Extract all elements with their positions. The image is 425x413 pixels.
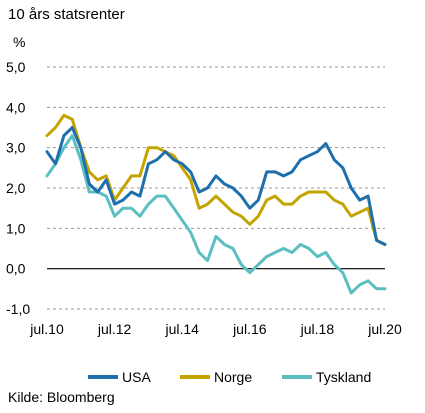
y-tick-label: 4,0 — [6, 99, 26, 115]
chart-title: 10 års statsrenter — [8, 6, 125, 23]
x-tick-label: jul.14 — [164, 321, 199, 337]
x-tick-label: jul.18 — [300, 321, 335, 337]
legend-label-norge: Norge — [214, 369, 252, 385]
y-tick-label: 1,0 — [6, 220, 26, 236]
y-tick-label: 3,0 — [6, 140, 26, 156]
y-tick-label: 2,0 — [6, 180, 26, 196]
y-axis-unit: % — [13, 34, 26, 50]
x-tick-label: jul.16 — [232, 321, 267, 337]
series-line-usa — [45, 126, 387, 246]
x-tick-label: jul.20 — [367, 321, 402, 337]
y-tick-label: 5,0 — [6, 59, 26, 75]
y-tick-label: -1,0 — [6, 301, 30, 317]
chart-source: Kilde: Bloomberg — [8, 389, 115, 405]
y-tick-label: 0,0 — [6, 261, 26, 277]
series-line-tyskland — [45, 134, 387, 295]
x-tick-label: jul.10 — [29, 321, 64, 337]
series-line-norge — [45, 113, 387, 246]
x-tick-label: jul.12 — [97, 321, 132, 337]
legend-label-usa: USA — [122, 369, 151, 385]
legend-label-tyskland: Tyskland — [316, 369, 371, 385]
